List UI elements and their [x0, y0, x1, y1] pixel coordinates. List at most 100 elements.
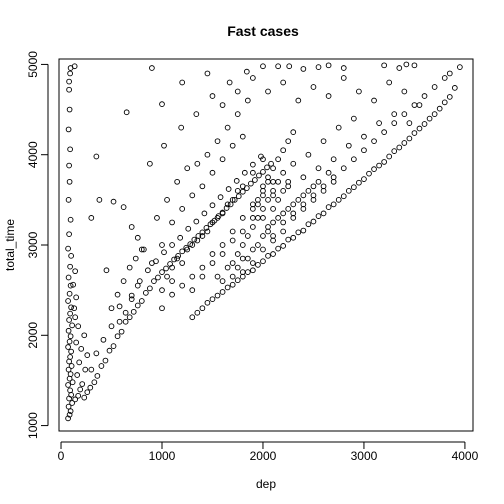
data-point [406, 120, 413, 126]
data-point [199, 264, 206, 271]
data-point [120, 204, 127, 210]
data-point [320, 183, 327, 190]
data-point [280, 228, 287, 235]
data-point [226, 79, 233, 86]
data-point [239, 242, 246, 248]
data-point [219, 289, 226, 295]
x-axis-tick-label: 0 [58, 449, 65, 463]
data-point [264, 164, 270, 171]
data-point [67, 70, 73, 77]
data-point [244, 97, 251, 104]
data-point [300, 192, 307, 199]
data-point [250, 169, 256, 176]
data-point [285, 236, 292, 243]
data-point [340, 193, 347, 200]
data-point [305, 221, 312, 228]
axes: 0 1000 2000 3000 4000 1000 2000 3000 4000 5000 [26, 51, 478, 463]
data-point [68, 252, 74, 259]
data-point [204, 70, 211, 77]
data-point [250, 215, 256, 221]
data-point [87, 384, 94, 391]
data-point [401, 140, 408, 146]
data-point [223, 205, 230, 211]
data-point [335, 197, 342, 203]
data-point [351, 184, 357, 191]
data-point [330, 201, 337, 208]
scatter-points [65, 61, 463, 422]
data-point [174, 255, 180, 262]
data-point [361, 176, 367, 182]
data-point [108, 305, 115, 312]
y-axis-tick-label: 4000 [26, 141, 40, 168]
data-point [325, 62, 332, 69]
data-point [204, 228, 211, 235]
data-point [431, 111, 438, 117]
data-point [406, 135, 413, 142]
data-point [381, 129, 387, 135]
data-point [65, 298, 71, 304]
data-point [134, 282, 141, 289]
data-point [65, 274, 72, 281]
data-point [175, 252, 182, 259]
data-point [171, 256, 177, 263]
data-point [204, 299, 211, 306]
data-point [265, 197, 271, 203]
data-point [217, 194, 224, 201]
data-point [260, 192, 266, 199]
data-point [361, 147, 367, 154]
data-point [65, 382, 71, 388]
data-point [239, 133, 246, 140]
data-point [142, 290, 149, 296]
data-point [69, 400, 75, 406]
data-point [371, 138, 377, 145]
data-point [441, 75, 448, 81]
data-point [250, 267, 256, 274]
data-point [164, 197, 170, 203]
y-axis-label: total_time [3, 219, 17, 271]
data-point [391, 120, 398, 126]
data-point [340, 75, 347, 81]
data-point [75, 392, 82, 399]
data-point [229, 197, 236, 203]
data-point [315, 213, 322, 219]
data-point [345, 187, 352, 194]
data-point [255, 242, 261, 248]
data-point [330, 156, 337, 163]
data-point [386, 79, 393, 86]
data-point [436, 105, 443, 112]
data-point [203, 224, 210, 231]
data-point [161, 142, 167, 149]
data-point [371, 166, 377, 173]
data-point [270, 219, 276, 226]
chart-title: Fast cases [227, 23, 299, 39]
y-axis-tick-label: 5000 [26, 51, 40, 78]
data-point [255, 262, 261, 268]
data-point [193, 218, 200, 225]
data-point [260, 156, 266, 163]
data-point [248, 180, 254, 187]
data-point [201, 210, 208, 217]
data-point [67, 371, 74, 377]
x-axis-tick-label: 4000 [452, 449, 479, 463]
data-point [250, 161, 256, 168]
data-point [67, 333, 74, 340]
data-point [234, 264, 241, 271]
data-point [244, 255, 251, 262]
data-point [381, 62, 387, 69]
data-point [193, 111, 200, 117]
data-point [290, 201, 297, 208]
data-point [234, 251, 241, 257]
data-point [421, 93, 428, 99]
data-point [260, 233, 266, 239]
data-point [320, 138, 327, 145]
data-point [371, 97, 377, 104]
data-point [138, 298, 145, 304]
data-point [73, 339, 80, 346]
data-point [164, 273, 170, 280]
data-point [224, 201, 231, 208]
data-point [128, 292, 135, 299]
data-point [256, 172, 262, 179]
data-point [96, 197, 103, 203]
data-point [209, 93, 216, 99]
data-point [250, 75, 256, 81]
